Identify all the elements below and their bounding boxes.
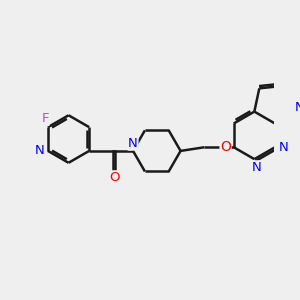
Text: F: F — [41, 112, 49, 125]
Text: N: N — [278, 141, 288, 154]
Text: N: N — [295, 101, 300, 114]
Text: O: O — [220, 140, 231, 154]
Text: O: O — [110, 171, 120, 184]
Text: N: N — [35, 144, 45, 158]
Text: N: N — [128, 137, 138, 150]
Text: N: N — [251, 161, 261, 174]
